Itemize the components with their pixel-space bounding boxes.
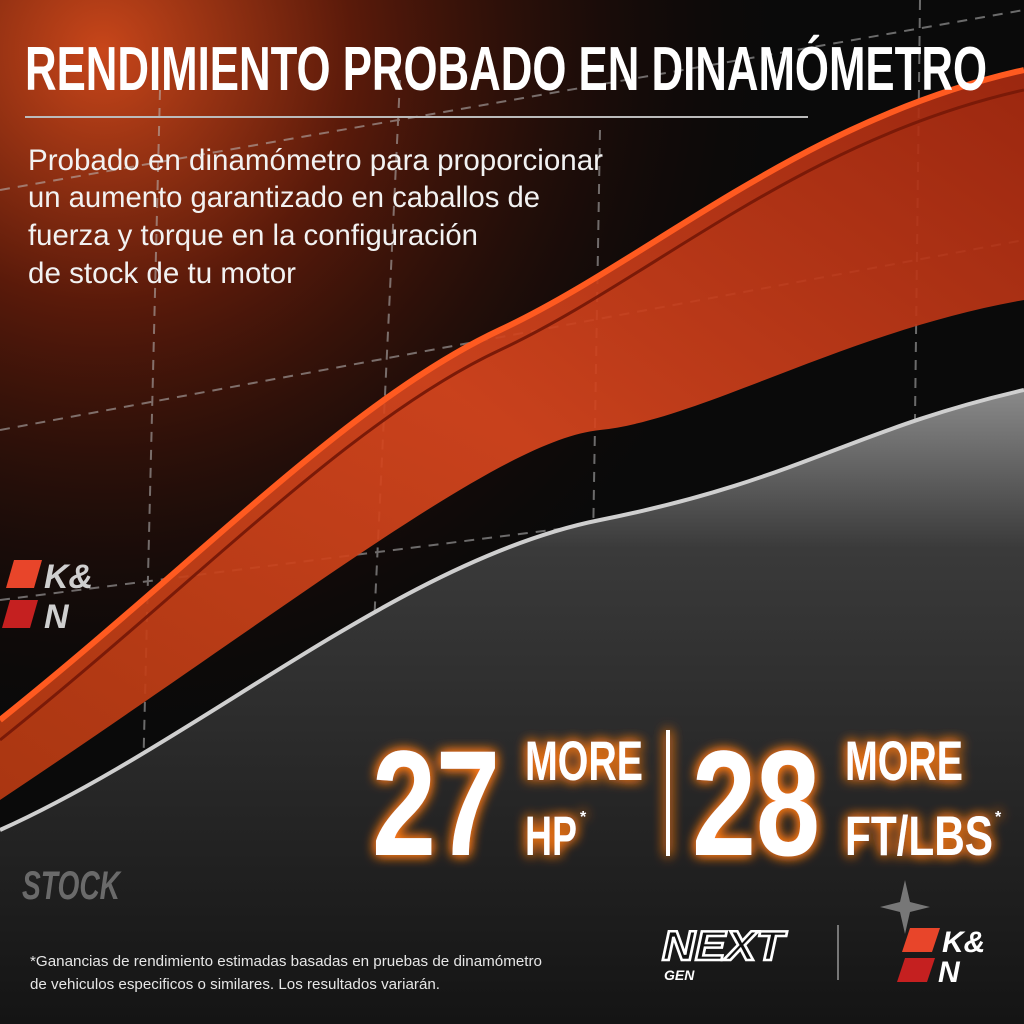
- logo-text: NEXT: [662, 922, 788, 969]
- logo-text: K&: [942, 926, 985, 959]
- chart-brand-logo: K& N: [2, 558, 93, 636]
- logo-text: N: [44, 598, 70, 636]
- kn-curve: [0, 70, 1024, 800]
- logo-stripe: [2, 600, 38, 628]
- stat-label: HP: [525, 804, 577, 867]
- stat-note: *: [580, 809, 587, 826]
- footnote-line: *Ganancias de rendimiento estimadas basa…: [30, 953, 542, 970]
- stat-label: MORE: [845, 729, 963, 792]
- title: RENDIMIENTO PROBADO EN DINAMÓMETRO: [25, 35, 987, 104]
- grid-line: [0, 9, 1024, 191]
- stock-curve: [0, 390, 1024, 1024]
- logo-stripe: [6, 560, 42, 588]
- grid-line: [354, 79, 401, 1024]
- grid-line: [914, 0, 921, 421]
- kn-curve-edge: [0, 67, 1024, 723]
- description-line: fuerza y torque en la configuración: [28, 219, 478, 252]
- description-line: un aumento garantizado en caballos de: [28, 181, 540, 214]
- footnote-line: de vehiculos especificos o similares. Lo…: [30, 976, 440, 993]
- description: Probado en dinamómetro para proporcionar…: [28, 144, 603, 290]
- stock-curve-edge: [0, 388, 1024, 832]
- logo-text: K&: [44, 558, 93, 596]
- logo-text: N: [938, 956, 961, 989]
- logo-text: GEN: [664, 967, 695, 983]
- sparkle: [880, 880, 930, 934]
- description-line: Probado en dinamómetro para proporcionar: [28, 144, 603, 177]
- logo-stripe: [897, 958, 935, 982]
- stat-value: 27: [372, 719, 500, 887]
- description-line: de stock de tu motor: [28, 257, 296, 290]
- logo-stripe: [902, 928, 940, 952]
- stats: 27 MORE HP * 28 MORE FT/LBS *: [372, 719, 1002, 887]
- stat-label: MORE: [525, 729, 643, 792]
- stat-value: 28: [692, 719, 820, 887]
- kn-curve-edge: [0, 88, 1024, 742]
- stock-label: STOCK: [22, 864, 122, 908]
- stat-label: FT/LBS: [845, 804, 993, 867]
- brand-logo: K& N: [897, 926, 985, 989]
- stat-note: *: [995, 809, 1002, 826]
- footnote: *Ganancias de rendimiento estimadas basa…: [30, 953, 542, 993]
- nextgen-logo: NEXT GEN: [661, 921, 789, 983]
